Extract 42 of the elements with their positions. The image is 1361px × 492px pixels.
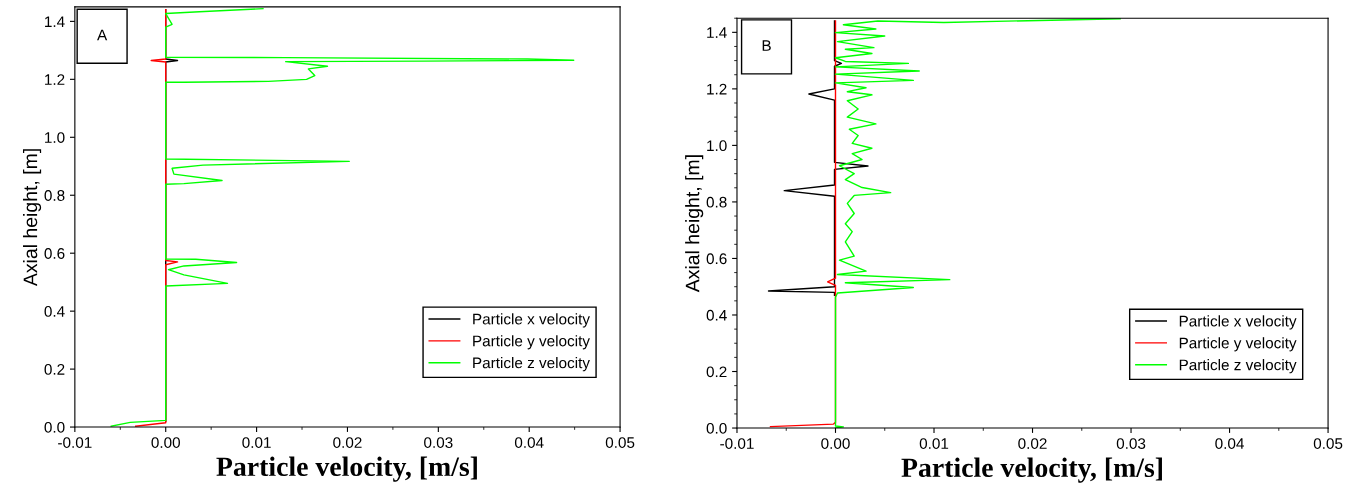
y-tick-label: 0.8	[706, 196, 727, 208]
x-tick-label: 0.05	[605, 437, 635, 448]
legend-label: Particle y velocity	[1179, 337, 1297, 352]
legend-label: Particle x velocity	[1179, 315, 1297, 330]
x-tick-label: 0.05	[1313, 438, 1343, 449]
y-tick-label: 0.0	[706, 422, 727, 434]
x-tick-label: -0.01	[58, 437, 92, 448]
x-tick-label: 0.00	[821, 438, 850, 449]
y-tick-label: 1.0	[45, 132, 65, 143]
x-tick-label: 0.03	[1116, 438, 1146, 449]
annotation: A	[97, 29, 108, 41]
y-tick-label: 1.2	[707, 83, 727, 95]
x-axis-title: Particle velocity, [m/s]	[216, 456, 477, 482]
x-tick-label: -0.01	[720, 438, 754, 449]
annotation: B	[762, 40, 771, 51]
y-tick-label: 0.2	[706, 366, 727, 378]
y-tick-label: 0.4	[44, 306, 65, 317]
y-tick-label: 1.0	[707, 140, 727, 152]
legend-label: Particle z velocity	[1179, 359, 1297, 374]
y-tick-label: 0.2	[44, 363, 65, 375]
x-tick-label: 0.01	[242, 437, 271, 448]
legend-label: Particle y velocity	[473, 335, 590, 350]
x-tick-label: 0.00	[151, 437, 180, 448]
y-tick-label: 0.6	[706, 253, 727, 265]
x-tick-label: 0.04	[1215, 438, 1244, 449]
legend-label: Particle z velocity	[473, 357, 590, 372]
y-tick-label: 1.4	[707, 27, 727, 38]
x-tick-label: 0.02	[1018, 438, 1047, 449]
x-tick-label: 0.02	[333, 437, 362, 448]
y-axis-title: Axial height, [m]	[685, 155, 704, 293]
y-tick-label: 0.4	[706, 309, 727, 321]
y-tick-label: 1.4	[45, 16, 65, 27]
y-tick-label: 0.0	[44, 421, 65, 433]
y-tick-label: 0.8	[44, 190, 65, 201]
y-tick-label: 0.6	[44, 248, 65, 259]
x-tick-label: 0.03	[424, 437, 453, 448]
x-axis-title: Particle velocity, [m/s]	[901, 457, 1162, 483]
x-tick-label: 0.04	[514, 437, 544, 448]
y-axis-title: Axial height, [m]	[22, 149, 42, 287]
y-tick-label: 1.2	[45, 74, 65, 85]
legend-label: Particle x velocity	[473, 313, 590, 328]
x-tick-label: 0.01	[919, 438, 949, 449]
